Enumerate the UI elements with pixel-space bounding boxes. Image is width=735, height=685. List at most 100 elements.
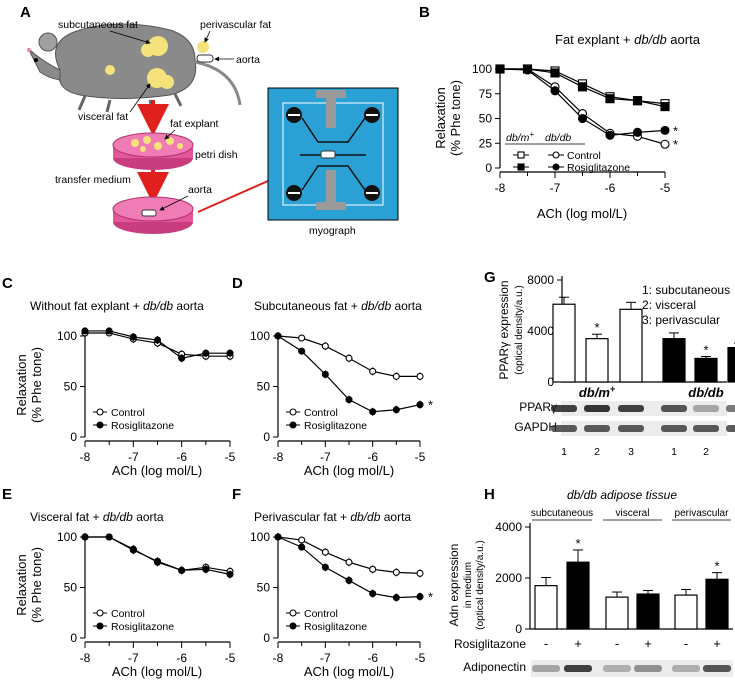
significance-marker: *: [428, 398, 433, 413]
y-tick-label: 50: [64, 380, 78, 394]
legend-header-dbdb: db/db: [545, 132, 571, 144]
label-aorta-bottom: aorta: [188, 184, 212, 196]
bar: [566, 561, 590, 630]
mouse-illustration: [27, 23, 242, 113]
label-perivascular-fat: perivascular fat: [200, 19, 271, 31]
y-tick-label: 4000: [495, 520, 522, 534]
row-label: Rosiglitazone: [454, 637, 526, 651]
treatment-label: +: [644, 636, 652, 651]
data-point: [369, 408, 377, 416]
data-point: [550, 68, 560, 78]
y-tick-label: 4000: [527, 324, 554, 338]
data-point: [105, 327, 113, 335]
blot-band: [693, 405, 719, 412]
chart-g: 0 4000 8000 PPARγ expression (optical densit…: [497, 273, 735, 458]
panel-label-e: E: [2, 486, 12, 503]
chart-title: Without fat explant + db/db aorta: [30, 299, 204, 313]
treatment-label: -: [615, 636, 619, 651]
legend-marker: [552, 163, 560, 171]
x-tick-label: -7: [128, 450, 139, 464]
data-point: [274, 332, 282, 340]
x-tick-label: -5: [660, 181, 671, 195]
data-point: [298, 543, 306, 551]
legend-marker: [289, 408, 297, 416]
blot-band: [584, 405, 610, 412]
treatment-label: +: [574, 636, 582, 651]
legend-marker: [552, 151, 560, 159]
data-point: [577, 82, 588, 92]
y-tick-label: 0: [547, 375, 554, 389]
legend-label: Control: [111, 608, 145, 620]
significance-marker: *: [703, 343, 708, 358]
lane-label: 1: [561, 446, 567, 458]
legend-label: Control: [304, 407, 338, 419]
legend-marker: [289, 421, 297, 429]
panel-label-h: H: [484, 486, 495, 503]
data-point: [298, 347, 306, 355]
legend-label: Rosiglitazone: [111, 420, 174, 432]
y-tick-label: 50: [257, 380, 271, 394]
blot-band: [693, 425, 719, 432]
data-point: [321, 548, 329, 556]
y-tick-label: 0: [485, 161, 492, 175]
group-label-dbdb: db/db: [688, 385, 723, 400]
y-tick-label: 0: [515, 622, 522, 636]
panel-label-c: C: [2, 275, 13, 292]
group-label-dbm: db/m+: [579, 384, 616, 400]
x-tick-label: -6: [367, 651, 378, 665]
label-visceral-fat: visceral fat: [78, 111, 128, 123]
bar: [619, 308, 643, 383]
y-tick-label: 25: [479, 136, 493, 150]
blot-label: Adiponectin: [463, 660, 526, 674]
panel-label-f: F: [232, 486, 241, 503]
x-tick-label: -7: [550, 181, 561, 195]
legend-label: Control: [567, 150, 601, 162]
x-tick-label: -5: [225, 450, 236, 464]
blot-band: [726, 405, 735, 412]
legend-label: Rosiglitazone: [304, 420, 367, 432]
chart-title: Perivascular fat + db/db aorta: [254, 510, 411, 524]
x-axis-label: ACh (log mol/L): [304, 463, 394, 478]
label-fat-explant: fat explant: [170, 118, 219, 130]
blot-band: [618, 405, 644, 412]
legend-marker: [96, 408, 104, 416]
data-point: [345, 396, 353, 404]
legend-marker: [96, 622, 104, 630]
panel-label-b: B: [419, 4, 430, 21]
data-point: [226, 570, 234, 578]
legend-label: 3: perivascular: [642, 313, 720, 327]
legend-marker: [517, 151, 525, 159]
bar: [636, 593, 660, 630]
data-point: [105, 533, 113, 541]
data-point: [416, 569, 424, 577]
legend-marker: [517, 163, 525, 171]
data-point: [298, 536, 306, 544]
bar: [705, 578, 729, 630]
group-label: perivascular: [675, 508, 730, 519]
data-point: [605, 130, 615, 140]
petri-dish-illustration: [112, 132, 194, 170]
x-tick-label: -7: [320, 450, 331, 464]
data-point: [202, 565, 210, 573]
y-tick-label: 100: [57, 530, 77, 544]
legend-label: 2: visceral: [642, 298, 696, 312]
data-point: [605, 94, 615, 104]
blot-band: [532, 665, 560, 672]
significance-marker: *: [673, 123, 678, 138]
data-point: [660, 102, 670, 112]
x-tick-label: -6: [176, 651, 187, 665]
data-point: [632, 127, 643, 137]
y-tick-label: 100: [250, 530, 270, 544]
chart-title: db/db adipose tissue: [567, 488, 677, 502]
y-axis-label: Relaxation: [433, 87, 448, 148]
bar: [605, 596, 629, 630]
blot-background: [531, 660, 733, 677]
legend-label: Control: [111, 407, 145, 419]
y-axis-label: (optical density/a.u.): [514, 285, 525, 375]
label-myograph: myograph: [309, 225, 356, 237]
bar: [585, 338, 609, 383]
data-point: [226, 349, 234, 357]
data-point: [392, 372, 400, 380]
data-point: [550, 86, 560, 96]
x-tick-label: -6: [605, 181, 616, 195]
